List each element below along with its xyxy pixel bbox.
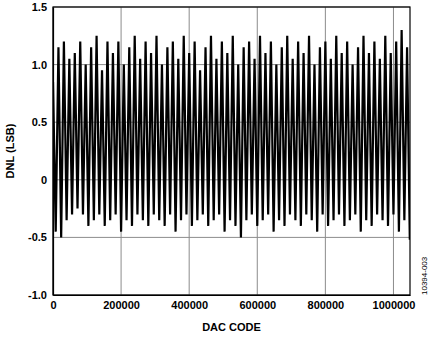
- tick: 1.0: [32, 59, 53, 71]
- y-axis: -1.0 -0.5 0 0.5 1.0 1.5: [28, 1, 53, 301]
- tick-label: 0: [50, 299, 56, 311]
- tick-label: 800000: [308, 299, 345, 311]
- x-axis-title: DAC CODE: [202, 321, 261, 333]
- dnl-line: [53, 30, 410, 240]
- tick: 600000: [239, 295, 276, 311]
- tick: -1.0: [28, 289, 53, 301]
- tick-label: 1000000: [373, 299, 416, 311]
- tick: 1.5: [32, 1, 53, 13]
- tick-label: 1.5: [32, 1, 47, 13]
- grid: [53, 7, 410, 295]
- annotation: 10394-003: [420, 256, 429, 295]
- tick: -0.5: [28, 231, 53, 243]
- tick: 400000: [171, 295, 208, 311]
- grid-line-y: [53, 237, 410, 238]
- tick-label: 600000: [239, 299, 276, 311]
- tick: 0: [41, 174, 53, 186]
- plot-frame: [53, 7, 410, 295]
- chart: 0 200000 400000 600000 800000 1000000 -1.0 -0.5…: [0, 0, 435, 339]
- tick: 1000000: [373, 295, 416, 311]
- tick: 200000: [103, 295, 140, 311]
- tick-label: 0.5: [32, 116, 47, 128]
- tick: 0.5: [32, 116, 53, 128]
- tick: 800000: [308, 295, 345, 311]
- x-axis: 0 200000 400000 600000 800000 1000000: [50, 295, 415, 311]
- tick-label: 1.0: [32, 59, 47, 71]
- tick-label: -1.0: [28, 289, 47, 301]
- series-group: [53, 30, 410, 240]
- tick-label: -0.5: [28, 231, 47, 243]
- tick-label: 0: [41, 174, 47, 186]
- grid-line-x: [189, 7, 190, 295]
- plot: 0 200000 400000 600000 800000 1000000 -1.0 -0.5…: [28, 1, 415, 311]
- tick: 0: [50, 295, 56, 311]
- tick-label: 200000: [103, 299, 140, 311]
- y-axis-title: DNL (LSB): [4, 123, 16, 178]
- tick-label: 400000: [171, 299, 208, 311]
